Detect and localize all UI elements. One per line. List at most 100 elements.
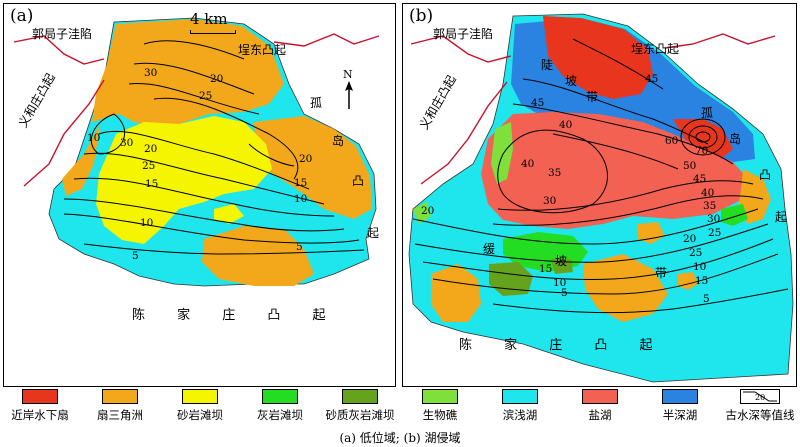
fault-line-north (13, 35, 105, 65)
legend-swatch (22, 389, 58, 404)
fan-delta-small-b (638, 222, 665, 244)
legend-item-contour: 20 古水深等值线 (720, 389, 800, 423)
fan-delta-west (62, 124, 100, 196)
gudao-char-1: 孤 (310, 96, 323, 110)
svg-text:10: 10 (294, 193, 307, 205)
svg-text:70: 70 (695, 145, 708, 157)
svg-text:10: 10 (553, 277, 566, 289)
guoju-depression-label: 郭局子洼陷 (32, 27, 93, 41)
legend-label: 半深湖 (662, 408, 698, 422)
legend-swatch (422, 389, 458, 404)
bioherm-west (491, 122, 513, 184)
gudao-char-2-b: 岛 (729, 132, 742, 146)
panel-b-map: 45 45 40 60 70 40 35 50 45 40 30 35 30 2… (402, 3, 797, 387)
legend-label: 生物礁 (422, 408, 458, 422)
legend-label: 砂质灰岩滩坝 (325, 408, 395, 422)
legend-swatch (662, 389, 698, 404)
svg-text:45: 45 (531, 97, 544, 109)
gudao-char-1-b: 孤 (701, 106, 714, 120)
svg-text:20: 20 (210, 73, 223, 85)
sandstone-bar-small (214, 204, 244, 224)
legend-swatch (582, 389, 618, 404)
svg-text:10: 10 (87, 132, 100, 144)
svg-text:45: 45 (645, 73, 658, 85)
chenjia-uplift-label: 陈 家 庄 凸 起 (132, 308, 340, 323)
fault-line-north-b (410, 35, 512, 63)
north-arrow-icon: N (342, 68, 356, 110)
svg-text:5: 5 (296, 241, 303, 253)
sandy-limestone-bar-small (551, 259, 573, 274)
svg-text:30: 30 (120, 137, 133, 149)
gudao-char-4-b: 起 (775, 210, 788, 224)
nearshore-fan-east (673, 119, 733, 159)
svg-text:30: 30 (543, 195, 556, 207)
bioherm-small (413, 202, 431, 224)
chenjia-uplift-label-b: 陈 家 庄 凸 起 (459, 338, 667, 353)
svg-text:25: 25 (708, 227, 721, 239)
gentle-slope-char-1: 缓 (483, 242, 496, 256)
svg-text:20: 20 (683, 233, 696, 245)
scale-label: 4 km (190, 10, 228, 28)
contour-symbol-icon: 20 (740, 389, 780, 404)
legend-label: 砂岩滩坝 (177, 408, 223, 422)
panel-b-label: (b) (409, 6, 434, 26)
svg-text:35: 35 (548, 167, 561, 179)
fan-delta-southwest-b (431, 264, 481, 322)
fault-line-west-b (420, 81, 508, 185)
legend-item-sandstone-bar: 砂岩滩坝 (160, 389, 240, 423)
steep-slope-char-3: 带 (586, 90, 599, 104)
legend-label: 古水深等值线 (725, 408, 795, 422)
gentle-slope-char-2: 坡 (555, 254, 568, 268)
fault-line-west (23, 79, 105, 187)
gudao-char-3-b: 凸 (759, 168, 772, 182)
svg-text:30: 30 (144, 67, 157, 79)
fan-delta-north (92, 19, 284, 126)
svg-text:15: 15 (539, 263, 552, 275)
figure-caption: (a) 低位域; (b) 湖侵域 (339, 431, 461, 445)
fault-line-east (273, 33, 380, 47)
legend-label: 滨浅湖 (502, 408, 538, 422)
legend-item-sandy-limestone-bar: 砂质灰岩滩坝 (320, 389, 400, 423)
gentle-slope-char-3: 带 (655, 266, 668, 280)
legend-swatch (262, 389, 298, 404)
steep-slope-char-1: 陡 (541, 58, 554, 72)
fault-line-east-b (664, 33, 776, 49)
svg-text:25: 25 (142, 160, 155, 172)
budong-uplift-label-b: 埕东凸起 (631, 42, 680, 56)
legend-swatch (502, 389, 538, 404)
legend: 近岸水下扇 扇三角洲 砂岩滩坝 灰岩滩坝 砂质灰岩滩坝 生物礁 滨浅湖 盐湖 半… (0, 389, 800, 429)
gudao-char-2: 岛 (332, 134, 345, 148)
panel-a-label: (a) (10, 6, 34, 26)
budong-uplift-label: 埕东凸起 (238, 43, 287, 57)
svg-text:20: 20 (755, 393, 765, 402)
legend-item-salt-lake: 盐湖 (560, 389, 640, 423)
svg-text:15: 15 (695, 275, 708, 287)
svg-text:10: 10 (140, 217, 153, 229)
gudao-char-3: 凸 (352, 174, 365, 188)
svg-text:20: 20 (421, 205, 434, 217)
guoju-depression-label-b: 郭局子洼陷 (433, 27, 494, 41)
panel-a-map: 30 20 25 30 10 20 25 15 20 10 15 10 5 5 … (3, 3, 396, 387)
svg-text:10: 10 (693, 261, 706, 273)
sandy-limestone-bar (489, 262, 533, 296)
svg-text:40: 40 (559, 119, 572, 131)
nearshore-fan (543, 16, 653, 99)
legend-item-fan-delta: 扇三角洲 (80, 389, 160, 423)
panel-a-svg: 30 20 25 30 10 20 25 15 20 10 15 10 5 5 (13, 17, 380, 287)
fan-delta-south-b (583, 254, 668, 322)
svg-text:20: 20 (144, 143, 157, 155)
steep-slope-char-2: 坡 (565, 74, 578, 88)
svg-text:25: 25 (199, 90, 212, 102)
legend-item-shallow-lake: 滨浅湖 (480, 389, 560, 423)
svg-text:40: 40 (701, 187, 714, 199)
legend-label: 近岸水下扇 (11, 408, 69, 422)
scale-bar: 4 km (190, 10, 236, 34)
sandstone-bar-a (96, 116, 272, 244)
legend-label: 扇三角洲 (97, 408, 143, 422)
legend-swatch (342, 389, 378, 404)
svg-text:25: 25 (689, 247, 702, 259)
legend-swatch (102, 389, 138, 404)
svg-text:60: 60 (665, 135, 678, 147)
legend-item-limestone-bar: 灰岩滩坝 (240, 389, 320, 423)
svg-text:50: 50 (683, 160, 696, 172)
